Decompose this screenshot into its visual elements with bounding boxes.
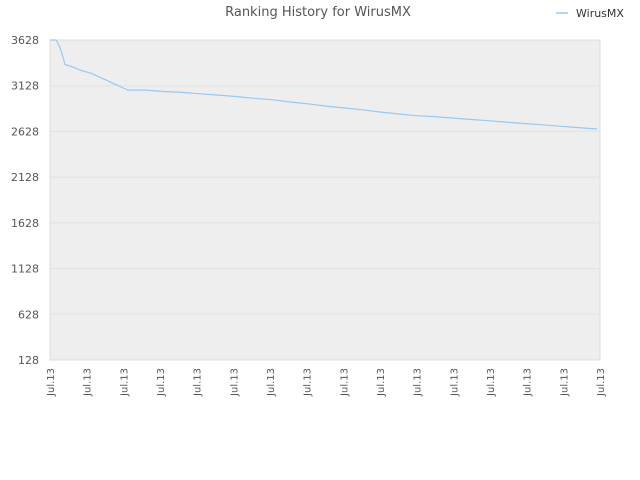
y-tick-label: 2128 [11,171,39,184]
x-tick-label: Jul.13 [303,368,314,397]
y-tick-label: 3128 [11,80,39,93]
x-axis: Jul.13 Jul.13 Jul.13 Jul.13 Jul.13 Jul.13 Jul.… [46,368,607,397]
x-tick-label: Jul.13 [119,368,130,397]
x-tick-label: Jul.13 [193,368,204,397]
y-tick-label: 128 [18,354,39,367]
legend: WirusMX [556,7,624,20]
y-axis: 128 628 1128 1628 2128 2628 3128 3628 [11,34,39,367]
y-tick-label: 628 [18,308,39,321]
plot-frame [49,39,601,361]
chart-title: Ranking History for WirusMX [225,5,411,20]
band-top [50,40,600,360]
x-tick-label: Jul.13 [46,368,57,397]
series-layer [50,39,598,130]
x-tick-label: Jul.13 [449,368,460,397]
y-tick-label: 3628 [11,34,39,47]
x-tick-label: Jul.13 [486,368,497,397]
legend-label: WirusMX [576,7,624,20]
plot-bands [50,40,600,360]
x-tick-label: Jul.13 [339,368,350,397]
x-tick-label: Jul.13 [156,368,167,397]
y-tick-label: 1628 [11,217,39,230]
x-tick-label: Jul.13 [266,368,277,397]
x-tick-label: Jul.13 [413,368,424,397]
x-tick-label: Jul.13 [376,368,387,397]
x-tick-label: Jul.13 [596,368,607,397]
series-line-wirusmx [50,39,598,130]
y-tick-label: 1128 [11,263,39,276]
x-tick-label: Jul.13 [83,368,94,397]
y-tick-label: 2628 [11,125,39,138]
x-tick-label: Jul.13 [523,368,534,397]
x-tick-label: Jul.13 [559,368,570,397]
x-tick-label: Jul.13 [229,368,240,397]
